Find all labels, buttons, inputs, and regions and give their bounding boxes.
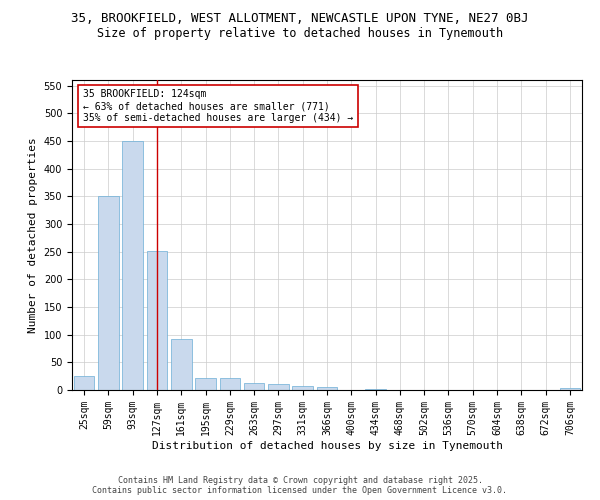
Text: 35 BROOKFIELD: 124sqm
← 63% of detached houses are smaller (771)
35% of semi-det: 35 BROOKFIELD: 124sqm ← 63% of detached …: [83, 90, 353, 122]
Bar: [560, 388, 580, 390]
Bar: [98, 196, 119, 390]
Bar: [292, 386, 313, 390]
Text: Contains HM Land Registry data © Crown copyright and database right 2025.
Contai: Contains HM Land Registry data © Crown c…: [92, 476, 508, 495]
Bar: [268, 384, 289, 390]
Text: 35, BROOKFIELD, WEST ALLOTMENT, NEWCASTLE UPON TYNE, NE27 0BJ: 35, BROOKFIELD, WEST ALLOTMENT, NEWCASTL…: [71, 12, 529, 26]
Bar: [74, 376, 94, 390]
Bar: [365, 389, 386, 390]
Bar: [317, 387, 337, 390]
Bar: [220, 378, 240, 390]
Y-axis label: Number of detached properties: Number of detached properties: [28, 137, 38, 333]
Bar: [195, 378, 216, 390]
Bar: [244, 383, 265, 390]
Bar: [171, 338, 191, 390]
Bar: [146, 250, 167, 390]
X-axis label: Distribution of detached houses by size in Tynemouth: Distribution of detached houses by size …: [151, 440, 503, 450]
Bar: [122, 141, 143, 390]
Text: Size of property relative to detached houses in Tynemouth: Size of property relative to detached ho…: [97, 28, 503, 40]
